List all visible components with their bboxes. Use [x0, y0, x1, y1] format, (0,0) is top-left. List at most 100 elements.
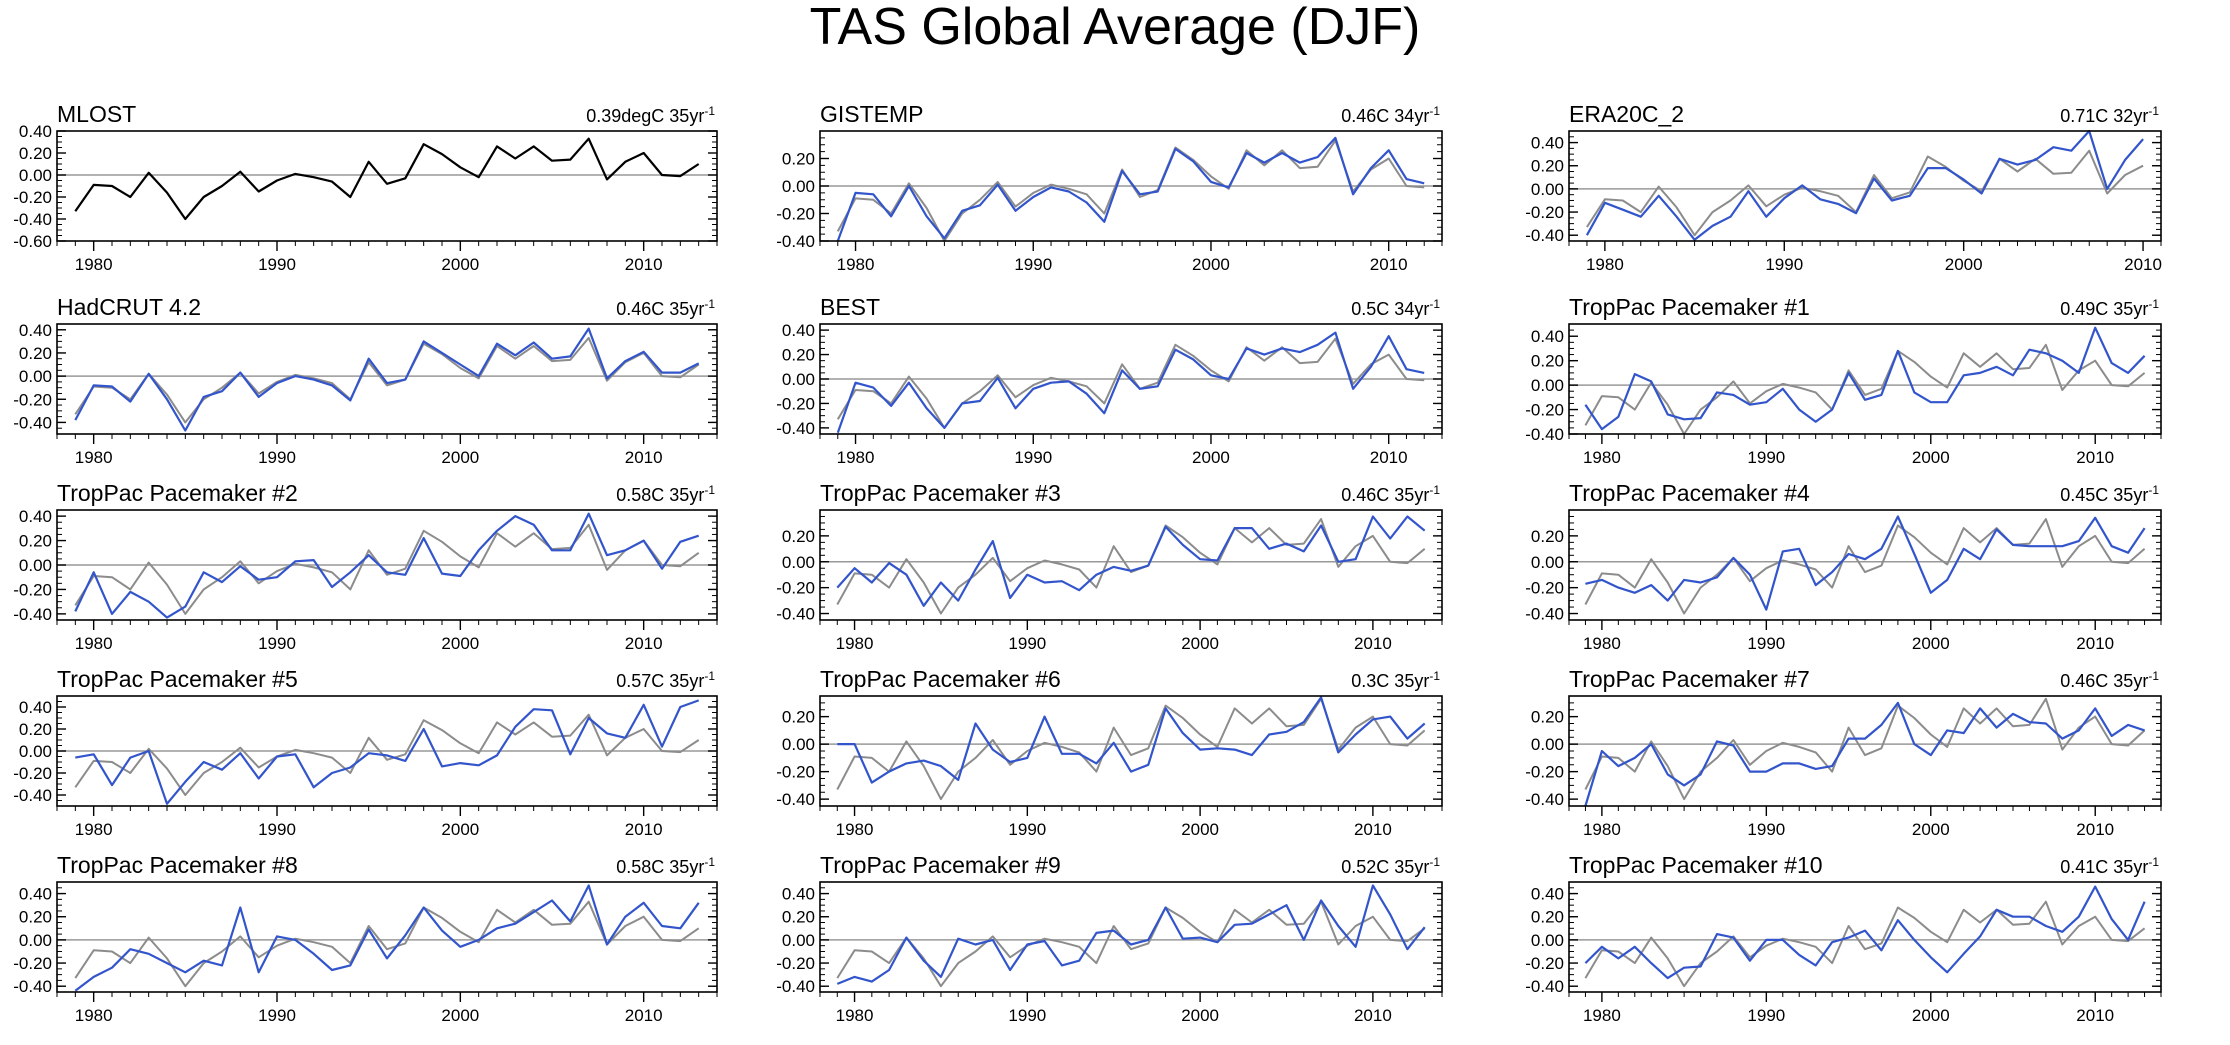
- x-tick-label: 2010: [625, 1006, 663, 1025]
- plot-frame: [1568, 509, 2162, 621]
- series-line-model: [75, 699, 700, 805]
- chart-panel-6: 0.40 0.20 0.00 -0.20 -0.40 1980 1990 2000 2010 Tr…: [1525, 294, 2162, 467]
- chart-panel-1: 0.40 0.20 0.00 -0.20 -0.40 -0.60 1980 1990 2000 2…: [13, 101, 718, 274]
- series-line-ref: [1584, 518, 2146, 615]
- y-tick-label: 0.20: [19, 144, 52, 163]
- y-tick-label: -0.20: [1525, 763, 1564, 782]
- y-tick-label: 0.00: [782, 553, 815, 572]
- x-tick-label: 2000: [1912, 820, 1950, 839]
- series-line-model: [1585, 129, 2144, 241]
- x-tick-label: 2010: [625, 448, 663, 467]
- y-tick-label: 0.40: [782, 885, 815, 904]
- x-tick-label: 2010: [1354, 634, 1392, 653]
- x-tick-label: 1990: [1014, 255, 1052, 274]
- x-tick-label: 1980: [1583, 634, 1621, 653]
- x-tick-label: 1990: [1008, 634, 1046, 653]
- x-tick-label: 2000: [1912, 634, 1950, 653]
- x-tick-label: 1980: [837, 448, 875, 467]
- x-tick-label: 2010: [1370, 448, 1408, 467]
- x-tick-label: 1990: [1008, 820, 1046, 839]
- x-tick-label: 2010: [2076, 634, 2114, 653]
- y-tick-label: 0.20: [1531, 708, 1564, 727]
- panel-title: TropPac Pacemaker #7: [1569, 666, 1810, 692]
- x-tick-label: 1980: [1583, 820, 1621, 839]
- plot-frame: [56, 130, 718, 242]
- y-tick-label: -0.20: [1525, 401, 1564, 420]
- trend-annotation: 0.3C 35yr-1: [1351, 669, 1440, 691]
- y-tick-label: -0.20: [776, 954, 815, 973]
- series-line-model: [74, 512, 700, 619]
- x-tick-label: 2000: [1181, 634, 1219, 653]
- x-tick-label: 2000: [1192, 448, 1230, 467]
- x-tick-label: 2000: [1912, 1006, 1950, 1025]
- panel-title: TropPac Pacemaker #1: [1569, 294, 1810, 320]
- y-tick-label: 0.00: [1531, 553, 1564, 572]
- series-line-ref: [1584, 697, 2146, 801]
- plot-frame: [819, 881, 1443, 993]
- y-tick-label: 0.00: [19, 367, 52, 386]
- x-tick-label: 1990: [1014, 448, 1052, 467]
- y-tick-label: -0.40: [1525, 790, 1564, 809]
- y-tick-label: 0.20: [782, 527, 815, 546]
- x-tick-label: 2010: [625, 820, 663, 839]
- y-tick-label: -0.40: [776, 419, 815, 438]
- y-tick-label: 0.40: [782, 321, 815, 340]
- y-tick-label: -0.20: [13, 954, 52, 973]
- series-line-model: [1584, 885, 2146, 980]
- x-tick-label: 1980: [75, 1006, 113, 1025]
- trend-annotation: 0.46C 35yr-1: [2060, 669, 2159, 691]
- series-line-model: [836, 884, 1426, 985]
- chart-panel-8: 0.20 0.00 -0.20 -0.40 1980 1990 2000 2010 TropPa…: [776, 480, 1443, 653]
- series-line-ref: [836, 900, 1426, 988]
- x-tick-label: 2000: [1945, 255, 1983, 274]
- series-line-model: [837, 696, 1426, 784]
- x-tick-label: 1990: [258, 820, 296, 839]
- y-tick-label: -0.40: [776, 605, 815, 624]
- series-line-model: [1584, 701, 2145, 807]
- trend-annotation: 0.46C 35yr-1: [1341, 483, 1440, 505]
- y-tick-label: -0.20: [13, 580, 52, 599]
- panel-title: TropPac Pacemaker #2: [57, 480, 298, 506]
- y-tick-label: -0.40: [776, 232, 815, 251]
- x-tick-label: 2010: [1354, 820, 1392, 839]
- panel-title: TropPac Pacemaker #10: [1569, 852, 1823, 878]
- series-line-ref: [74, 336, 700, 424]
- y-tick-label: -0.20: [776, 205, 815, 224]
- plot-frame: [56, 509, 718, 621]
- chart-panel-7: 0.40 0.20 0.00 -0.20 -0.40 1980 1990 2000 2010 Tr…: [13, 480, 718, 653]
- y-tick-label: 0.00: [1531, 376, 1564, 395]
- y-tick-label: 0.00: [782, 931, 815, 950]
- y-tick-label: 0.00: [19, 931, 52, 950]
- chart-panel-2: 0.20 0.00 -0.20 -0.40 1980 1990 2000 2010 GISTEM…: [776, 101, 1443, 274]
- trend-annotation: 0.58C 35yr-1: [616, 855, 715, 877]
- y-tick-label: 0.00: [1531, 180, 1564, 199]
- y-tick-label: -0.40: [1525, 605, 1564, 624]
- x-tick-label: 2000: [1181, 1006, 1219, 1025]
- y-tick-label: -0.40: [13, 210, 52, 229]
- y-tick-label: -0.40: [13, 605, 52, 624]
- trend-annotation: 0.46C 34yr-1: [1341, 104, 1440, 126]
- figure-title: TAS Global Average (DJF): [810, 0, 1421, 56]
- x-tick-label: 2000: [1192, 255, 1230, 274]
- y-tick-label: 0.20: [1531, 157, 1564, 176]
- y-tick-label: -0.20: [13, 188, 52, 207]
- chart-panel-12: 0.20 0.00 -0.20 -0.40 1980 1990 2000 2010 TropPa…: [1525, 666, 2162, 839]
- y-tick-label: -0.40: [13, 786, 52, 805]
- plot-frame: [1568, 881, 2162, 993]
- y-tick-label: 0.00: [782, 735, 815, 754]
- trend-annotation: 0.57C 35yr-1: [616, 669, 715, 691]
- panel-title: TropPac Pacemaker #4: [1569, 480, 1810, 506]
- chart-panel-14: 0.40 0.20 0.00 -0.20 -0.40 1980 1990 2000 2010 Tr…: [776, 852, 1443, 1025]
- x-tick-label: 2010: [2076, 448, 2114, 467]
- series-line-ref: [836, 139, 1425, 242]
- x-tick-label: 1990: [258, 634, 296, 653]
- x-tick-label: 2010: [2124, 255, 2162, 274]
- y-tick-label: 0.00: [19, 742, 52, 761]
- plot-frame: [819, 130, 1443, 242]
- series-line-ref: [74, 900, 700, 988]
- plot-frame: [1568, 695, 2162, 807]
- x-tick-label: 1990: [1008, 1006, 1046, 1025]
- x-tick-label: 1990: [258, 255, 296, 274]
- trend-annotation: 0.46C 35yr-1: [616, 297, 715, 319]
- x-tick-label: 1980: [1583, 1006, 1621, 1025]
